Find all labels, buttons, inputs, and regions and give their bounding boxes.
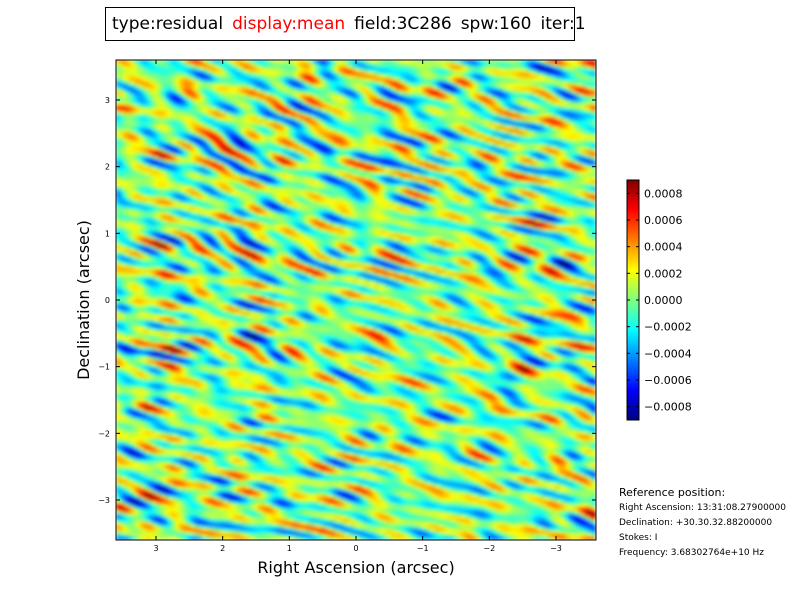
image-title-bar: type:residual display:mean field:3C286 s… — [105, 7, 586, 41]
x-tick-label: 0 — [353, 544, 358, 553]
y-tick-label: 1 — [105, 229, 110, 238]
y-tick-label: 2 — [105, 163, 110, 172]
y-axis: 3 2 1 0 −1 −2 −3 — [98, 96, 596, 505]
x-tick-label: 3 — [153, 544, 158, 553]
colorbar-tick-label: −0.0008 — [644, 401, 692, 414]
colorbar: 0.0008 0.0006 0.0004 0.0002 0.0000 −0.0002 −0.… — [626, 179, 692, 421]
title-spw: spw:160 — [460, 14, 532, 34]
reference-dec: Declination: +30.30.32.88200000 — [619, 518, 773, 528]
x-axis: 3 2 1 0 −1 −2 −3 — [153, 60, 562, 553]
x-tick-label: −1 — [417, 544, 429, 553]
reference-frequency: Frequency: 3.68302764e+10 Hz — [619, 548, 765, 558]
title-field: field:3C286 — [354, 14, 452, 34]
colorbar-tick-label: 0.0002 — [644, 267, 683, 280]
colorbar-ticks: 0.0008 0.0006 0.0004 0.0002 0.0000 −0.0002 −0.… — [627, 187, 692, 414]
x-tick-label: −2 — [483, 544, 495, 553]
reference-ra: Right Ascension: 13:31:08.27900000 — [619, 503, 786, 513]
colorbar-tick-label: −0.0004 — [644, 347, 692, 360]
colorbar-tick-label: −0.0006 — [644, 374, 692, 387]
colorbar-tick-label: −0.0002 — [644, 321, 692, 334]
y-tick-label: −1 — [98, 363, 110, 372]
colorbar-tick-label: 0.0000 — [644, 294, 683, 307]
x-tick-label: 2 — [220, 544, 225, 553]
x-tick-label: 1 — [287, 544, 292, 553]
y-tick-label: −2 — [98, 429, 110, 438]
x-axis-label: Right Ascension (arcsec) — [257, 558, 454, 577]
colorbar-tick-label: 0.0004 — [644, 241, 683, 254]
title-display: display:mean — [232, 14, 346, 34]
heatmap-raster — [116, 60, 596, 540]
reference-stokes: Stokes: I — [619, 533, 658, 543]
reference-title: Reference position: — [619, 486, 726, 499]
title-type: type:residual — [112, 14, 224, 34]
x-tick-label: −3 — [550, 544, 562, 553]
heatmap-image — [116, 60, 596, 540]
colorbar-tick-label: 0.0008 — [644, 187, 683, 200]
colorbar-tick-label: 0.0006 — [644, 214, 683, 227]
y-tick-label: 3 — [105, 96, 110, 105]
y-tick-label: −3 — [98, 496, 110, 505]
y-tick-label: 0 — [105, 296, 110, 305]
reference-position-panel: Reference position: Right Ascension: 13:… — [619, 485, 786, 561]
title-iter: iter:1 — [540, 14, 586, 34]
y-axis-label: Declination (arcsec) — [74, 220, 93, 380]
